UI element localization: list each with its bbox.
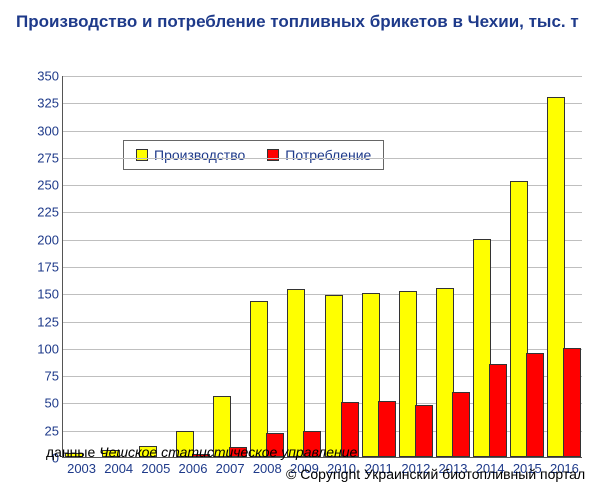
x-tick-label: 2003: [67, 461, 96, 476]
y-tick-label: 100: [21, 341, 59, 356]
legend: Производство Потребление: [123, 140, 384, 170]
bar-consumption: [526, 353, 544, 457]
y-tick-label: 200: [21, 232, 59, 247]
y-tick-label: 250: [21, 178, 59, 193]
x-tick-label: 2006: [179, 461, 208, 476]
gridline: [63, 158, 582, 159]
y-tick-label: 150: [21, 287, 59, 302]
bar-consumption: [563, 348, 581, 457]
gridline: [63, 76, 582, 77]
y-tick-label: 225: [21, 205, 59, 220]
gridline: [63, 212, 582, 213]
y-tick-label: 350: [21, 69, 59, 84]
data-source: данные Чешское статистическое управление: [46, 444, 357, 460]
x-tick-label: 2004: [104, 461, 133, 476]
chart-title: Производство и потребление топливных бри…: [16, 12, 586, 32]
gridline: [63, 131, 582, 132]
gridline: [63, 240, 582, 241]
y-tick-label: 275: [21, 150, 59, 165]
gridline: [63, 185, 582, 186]
source-prefix: данные: [46, 444, 95, 460]
legend-swatch: [136, 149, 148, 161]
plot-area: ПроизводствоПотребление 0255075100125150…: [62, 76, 582, 458]
legend-label: Потребление: [285, 147, 371, 163]
legend-item: Потребление: [267, 147, 371, 163]
gridline: [63, 103, 582, 104]
y-tick-label: 300: [21, 123, 59, 138]
gridline: [63, 322, 582, 323]
copyright: © Copyright Украинский биотопливный порт…: [286, 466, 585, 482]
source-text: Чешское статистическое управление: [99, 444, 357, 460]
x-tick-label: 2005: [141, 461, 170, 476]
bar-consumption: [415, 405, 433, 457]
chart-frame: Производство и потребление топливных бри…: [14, 8, 586, 494]
gridline: [63, 294, 582, 295]
bar-consumption: [378, 401, 396, 457]
legend-swatch: [267, 149, 279, 161]
gridline: [63, 349, 582, 350]
legend-item: Производство: [136, 147, 245, 163]
y-tick-label: 325: [21, 96, 59, 111]
bar-consumption: [489, 364, 507, 457]
y-tick-label: 175: [21, 260, 59, 275]
y-tick-label: 75: [21, 369, 59, 384]
legend-label: Производство: [154, 147, 245, 163]
y-tick-label: 25: [21, 423, 59, 438]
x-tick-label: 2007: [216, 461, 245, 476]
x-tick-label: 2008: [253, 461, 282, 476]
y-tick-label: 50: [21, 396, 59, 411]
y-tick-label: 125: [21, 314, 59, 329]
gridline: [63, 267, 582, 268]
bar-consumption: [452, 392, 470, 457]
